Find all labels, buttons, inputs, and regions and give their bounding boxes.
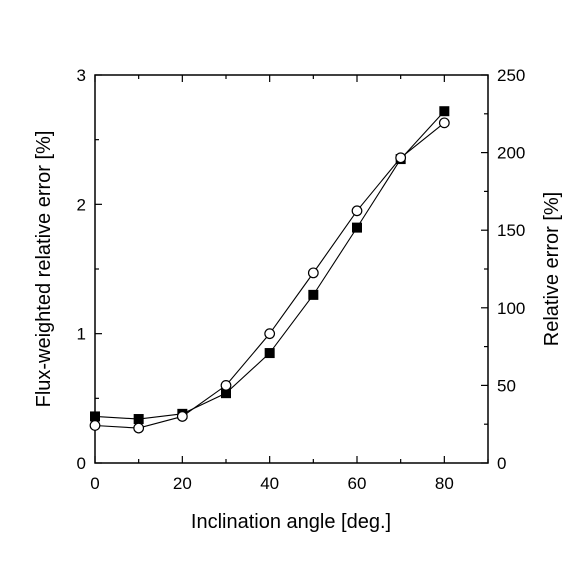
y-axis-title-left: Flux-weighted relative error [%] (33, 131, 55, 408)
series-0-line (94, 110, 445, 420)
series-0-point (221, 388, 231, 399)
x-tick-label: 60 (348, 474, 367, 493)
series-1-point (307, 267, 319, 279)
series-1-point (89, 420, 101, 431)
x-tick-label: 40 (260, 474, 279, 493)
axis-tick-labels: 0 20 40 60 80 0 1 2 3 0 50 100 150 200 250 (77, 66, 526, 493)
series-1-point (351, 205, 363, 217)
series-1-point (395, 152, 407, 164)
x-axis-title: Inclination angle [deg.] (191, 511, 391, 533)
y-tick-label-right: 100 (497, 299, 525, 318)
y-axis-title-right: Relative error [%] (541, 192, 563, 347)
y-tick-label-right: 0 (497, 454, 506, 473)
series-0-point (308, 289, 319, 300)
y-tick-label-right: 50 (497, 376, 516, 395)
series-0-point (264, 348, 275, 359)
series-0-point (90, 411, 100, 422)
plot-frame (94, 74, 489, 464)
y-tick-label-left: 0 (77, 454, 86, 473)
series-1-line (94, 122, 445, 429)
series-1-point (264, 328, 276, 340)
x-tick-label: 20 (173, 474, 192, 493)
series-1-point (220, 380, 232, 391)
series-0-point (133, 414, 144, 425)
y-tick-label-left: 2 (77, 195, 86, 214)
y-tick-label-left: 3 (77, 66, 86, 85)
y-tick-label-left: 1 (77, 325, 86, 344)
series-0-point (352, 222, 362, 233)
series-0-point (439, 106, 450, 117)
y-tick-label-right: 250 (497, 66, 525, 85)
series-1-point (133, 422, 145, 434)
y-tick-label-right: 150 (497, 221, 525, 240)
series-layer (89, 106, 450, 434)
y-tick-label-right: 200 (497, 144, 525, 163)
series-1-point (176, 411, 188, 422)
x-tick-label: 0 (90, 474, 99, 493)
axis-ticks (94, 74, 489, 464)
x-tick-label: 80 (435, 474, 454, 493)
series-1-point (438, 117, 450, 129)
